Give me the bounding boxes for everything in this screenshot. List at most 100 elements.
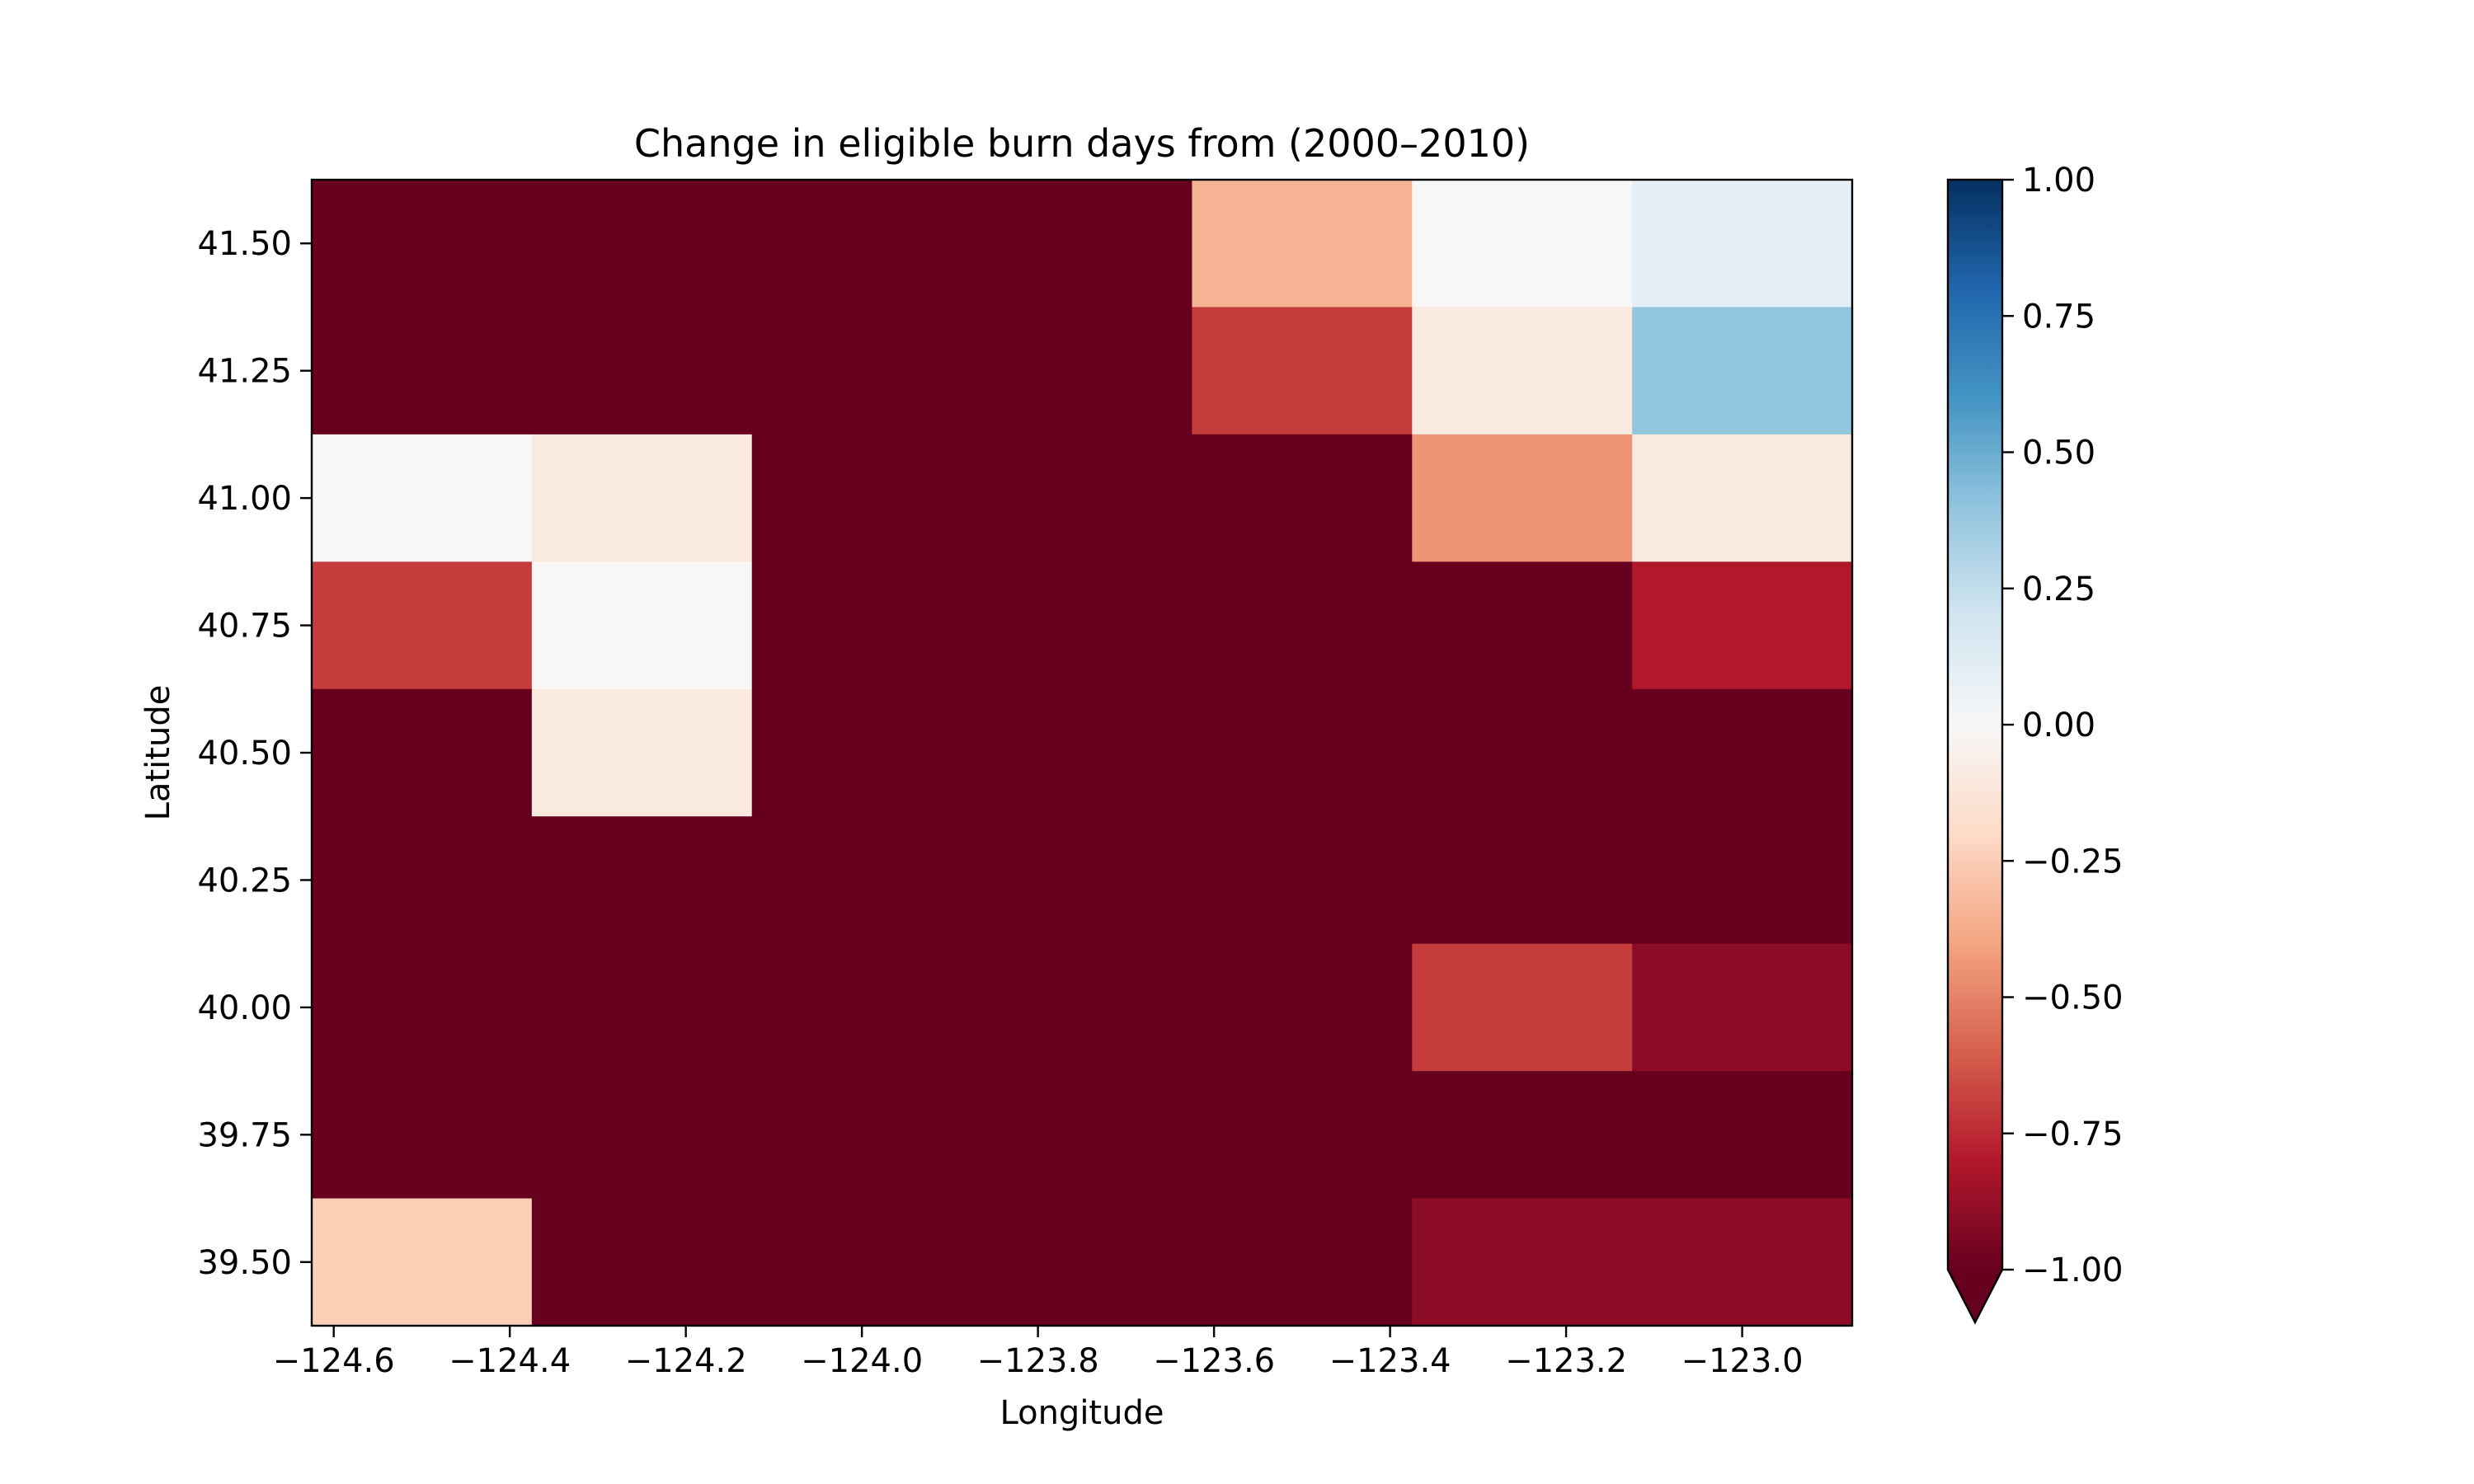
heatmap-cell <box>531 434 753 562</box>
x-tick-label: −124.2 <box>625 1342 747 1380</box>
heatmap-cell <box>751 943 973 1072</box>
x-axis-label: Longitude <box>1000 1394 1164 1432</box>
heatmap-cell <box>531 688 753 817</box>
x-tick-label: −123.2 <box>1505 1342 1627 1380</box>
y-tick-label: 40.25 <box>197 862 292 899</box>
colorbar-tick-label: 1.00 <box>2022 162 2095 200</box>
heatmap-cell <box>312 307 533 435</box>
heatmap-cell <box>971 434 1193 562</box>
heatmap-cell <box>312 561 533 690</box>
x-tick-label: −124.4 <box>449 1342 571 1380</box>
heatmap-cell <box>971 561 1193 690</box>
heatmap-cell <box>531 816 753 945</box>
heatmap-cell <box>1412 816 1633 945</box>
heatmap-cell <box>1412 561 1633 690</box>
y-tick-label: 39.75 <box>197 1116 292 1154</box>
heatmap-cell <box>971 1198 1193 1327</box>
heatmap-cell <box>1192 434 1413 562</box>
heatmap-cell <box>531 307 753 435</box>
heatmap-cell <box>312 688 533 817</box>
heatmap-cell <box>1632 434 1853 562</box>
heatmap-cell <box>312 180 533 308</box>
heatmap-cell <box>531 180 753 308</box>
heatmap-cell <box>1632 816 1853 945</box>
heatmap-cell <box>1412 943 1633 1072</box>
heatmap-cell <box>1412 1198 1633 1327</box>
colorbar-outline <box>1946 178 2004 1325</box>
heatmap-cell <box>751 816 973 945</box>
y-tick-label: 40.50 <box>197 735 292 773</box>
x-tick-label: −124.6 <box>273 1342 395 1380</box>
heatmap-cell <box>531 561 753 690</box>
heatmap-cell <box>1412 180 1633 308</box>
heatmap-cell <box>1192 816 1413 945</box>
x-tick-label: −123.4 <box>1329 1342 1451 1380</box>
heatmap-cell <box>1192 688 1413 817</box>
colorbar-tick-label: −0.25 <box>2022 843 2124 881</box>
heatmap-cell <box>1412 307 1633 435</box>
heatmap-cell <box>1192 561 1413 690</box>
colorbar-tick-label: 0.75 <box>2022 298 2095 336</box>
heatmap-cell <box>312 816 533 945</box>
heatmap-cell <box>1192 1071 1413 1200</box>
y-tick-label: 39.50 <box>197 1244 292 1282</box>
heatmap-cell <box>1632 307 1853 435</box>
chart-title: Change in eligible burn days from (2000–… <box>634 121 1530 166</box>
heatmap-cell <box>1192 943 1413 1072</box>
heatmap-cell <box>312 1071 533 1200</box>
colorbar-gradient <box>1948 180 2002 1270</box>
heatmap-cell <box>971 816 1193 945</box>
y-axis-label: Latitude <box>139 685 177 821</box>
colorbar-tick-label: 0.50 <box>2022 434 2095 472</box>
heatmap-cell <box>1412 434 1633 562</box>
y-tick-label: 40.00 <box>197 989 292 1027</box>
heatmap-cell <box>312 1198 533 1327</box>
heatmap-cell <box>1632 1071 1853 1200</box>
heatmap-cell <box>751 561 973 690</box>
x-tick-label: −123.0 <box>1681 1342 1804 1380</box>
y-tick-label: 40.75 <box>197 608 292 646</box>
heatmap-cell <box>1412 1071 1633 1200</box>
heatmap-cell <box>1632 943 1853 1072</box>
heatmap-cell <box>751 434 973 562</box>
x-tick-label: −124.0 <box>801 1342 923 1380</box>
heatmap-cell <box>1632 561 1853 690</box>
heatmap-cell <box>751 180 973 308</box>
heatmap-cell <box>751 1071 973 1200</box>
x-tick-label: −123.8 <box>977 1342 1099 1380</box>
colorbar-extend-triangle <box>1948 1270 2002 1322</box>
heatmap-cell <box>1632 1198 1853 1327</box>
colorbar-tick-label: −1.00 <box>2022 1252 2124 1289</box>
heatmap-cell <box>751 1198 973 1327</box>
x-axis: −124.6 −124.4 −124.2 −124.0 −123.8 −123.6 −123… <box>273 1326 1804 1380</box>
heatmap-cell <box>1632 180 1853 308</box>
y-axis: 39.50 39.75 40.00 40.25 40.50 40.75 41.00 41.25… <box>197 225 312 1282</box>
heatmap-cell <box>1412 688 1633 817</box>
heatmap-cell <box>751 688 973 817</box>
heatmap-cell <box>1632 688 1853 817</box>
heatmap-cell <box>751 307 973 435</box>
y-tick-label: 41.50 <box>197 225 292 263</box>
colorbar-tick-label: 0.00 <box>2022 707 2095 744</box>
heatmap-cell <box>531 1198 753 1327</box>
heatmap-cells <box>312 180 1853 1327</box>
heatmap-cell <box>531 1071 753 1200</box>
colorbar-ticks: −1.00 −0.75 −0.50 −0.25 0.00 0.25 0.50 0.75 1.00 <box>2002 162 2124 1289</box>
heatmap-cell <box>1192 1198 1413 1327</box>
colorbar-tick-label: −0.75 <box>2022 1115 2124 1153</box>
heatmap-cell <box>531 943 753 1072</box>
heatmap-cell <box>971 180 1193 308</box>
y-tick-label: 41.25 <box>197 353 292 391</box>
x-tick-label: −123.6 <box>1153 1342 1275 1380</box>
heatmap-cell <box>312 434 533 562</box>
heatmap-cell <box>1192 180 1413 308</box>
heatmap-cell <box>971 688 1193 817</box>
heatmap-cell <box>971 943 1193 1072</box>
heatmap-cell <box>312 943 533 1072</box>
colorbar: −1.00 −0.75 −0.50 −0.25 0.00 0.25 0.50 0.75 1.00 <box>1946 162 2124 1325</box>
heatmap-cell <box>971 1071 1193 1200</box>
colorbar-tick-label: 0.25 <box>2022 571 2095 608</box>
heatmap-cell <box>1192 307 1413 435</box>
colorbar-tick-label: −0.50 <box>2022 979 2124 1017</box>
